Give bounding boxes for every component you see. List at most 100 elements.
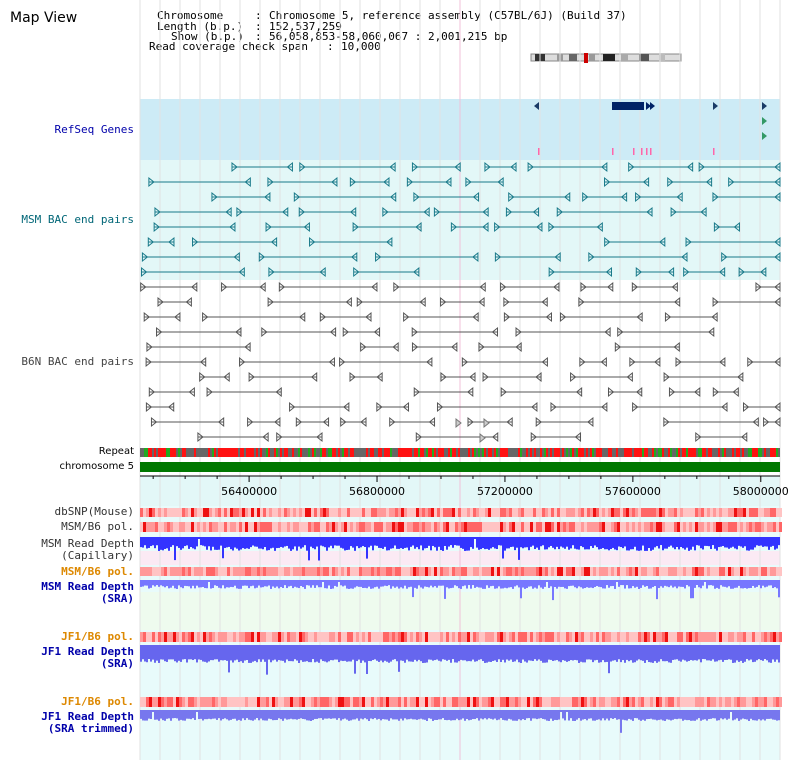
track-label-msm-read-depth-sra: MSM Read Depth (SRA): [41, 581, 134, 605]
repeat-segment: [762, 448, 764, 457]
msm-sra-depth-bar: [490, 580, 492, 587]
repeat-segment: [370, 448, 372, 457]
repeat-segment: [732, 448, 734, 457]
jf1-b6-pol2-heat: [284, 697, 287, 707]
jf1-b6-pol-heat: [344, 632, 347, 642]
msm-capillary-depth-bar: [622, 537, 624, 549]
jf1-b6-pol-heat: [485, 632, 488, 642]
b6n-bac-pair-end: [606, 281, 614, 293]
msm-capillary-depth-bar: [382, 537, 384, 549]
msm-b6-pol-heat: [572, 522, 575, 532]
msm-capillary-depth-bar: [718, 537, 720, 548]
msm-sra-depth-bar: [218, 580, 220, 588]
b6n-bac-pair-end: [403, 311, 410, 323]
msm-sra-depth-bar: [732, 580, 734, 589]
msm-b6-pol2-heat: [524, 567, 527, 576]
msm-b6-pol2-heat: [659, 567, 662, 576]
jf1-sra-depth-bar: [734, 645, 736, 663]
repeat-segment: [330, 448, 332, 457]
b6n-bac-pair-end: [298, 311, 306, 323]
b6n-bac-pair-end: [289, 401, 296, 413]
msm-sra-depth-bar: [740, 580, 742, 589]
repeat-segment: [512, 448, 514, 457]
msm-capillary-depth-bar: [454, 537, 456, 546]
msm-b6-pol2-heat: [590, 567, 593, 576]
jf1-trimmed-depth-bar: [462, 710, 464, 719]
jf1-b6-pol-heat: [242, 632, 245, 642]
msm-bac-pair-end: [705, 176, 713, 188]
msm-sra-depth-bar: [408, 580, 410, 588]
jf1-trimmed-depth-bar: [620, 710, 622, 733]
dbsnp-heat: [494, 508, 497, 517]
jf1-sra-depth-bar: [680, 645, 682, 662]
jf1-sra-depth-bar: [568, 645, 570, 662]
repeat-segment: [224, 448, 226, 457]
repeat-segment: [182, 448, 184, 457]
jf1-sra-depth-bar: [502, 645, 504, 660]
jf1-sra-depth-bar: [318, 645, 320, 663]
dbsnp-heat: [389, 508, 392, 517]
msm-sra-depth-bar: [156, 580, 158, 586]
jf1-trimmed-depth-bar: [708, 710, 710, 720]
jf1-trimmed-depth-bar: [696, 710, 698, 720]
dbsnp-heat: [257, 508, 260, 517]
jf1-sra-depth-bar: [422, 645, 424, 663]
msm-capillary-depth-bar: [276, 537, 278, 549]
msm-capillary-depth-bar: [196, 537, 198, 547]
jf1-sra-depth-bar: [374, 645, 376, 660]
repeat-segment: [442, 448, 444, 457]
msm-bac-pair-end: [510, 161, 517, 173]
repeat-segment: [254, 448, 256, 457]
msm-b6-pol-heat: [155, 522, 158, 532]
msm-sra-depth-bar: [474, 580, 476, 588]
jf1-trimmed-depth-bar: [142, 710, 144, 721]
msm-capillary-depth-bar: [172, 537, 174, 546]
jf1-sra-depth-bar: [460, 645, 462, 660]
dbsnp-heat: [449, 508, 452, 517]
jf1-b6-pol-heat: [548, 632, 551, 642]
dbsnp-heat: [167, 508, 170, 517]
jf1-sra-depth-bar: [304, 645, 306, 662]
msm-capillary-depth-bar: [514, 537, 516, 551]
repeat-segment: [170, 448, 172, 457]
jf1-b6-pol-heat: [623, 632, 626, 642]
jf1-trimmed-depth-bar: [212, 710, 214, 719]
msm-capillary-depth-bar: [620, 537, 622, 548]
msm-capillary-depth-bar: [218, 537, 220, 550]
jf1-trimmed-depth-bar: [286, 710, 288, 720]
msm-capillary-depth-bar: [738, 537, 740, 546]
jf1-b6-pol2-heat: [755, 697, 758, 707]
jf1-b6-pol2-heat: [773, 697, 776, 707]
msm-b6-pol2-heat: [245, 567, 248, 576]
jf1-b6-pol2-heat: [344, 697, 347, 707]
msm-capillary-depth-bar: [626, 537, 628, 551]
repeat-segment: [450, 448, 452, 457]
repeat-segment: [592, 448, 594, 457]
msm-capillary-depth-bar: [710, 537, 712, 550]
dbsnp-heat: [749, 508, 752, 517]
msm-capillary-depth-bar: [170, 537, 172, 547]
jf1-b6-pol2-heat: [683, 697, 686, 707]
jf1-sra-depth-bar: [140, 645, 142, 662]
jf1-sra-depth-bar: [446, 645, 448, 661]
dbsnp-heat: [728, 508, 731, 517]
jf1-b6-pol2-heat: [620, 697, 623, 707]
msm-sra-depth-bar: [526, 580, 528, 589]
jf1-b6-pol2-heat: [779, 697, 782, 707]
msm-b6-pol-heat: [617, 522, 620, 532]
dbsnp-heat: [626, 508, 629, 517]
jf1-trimmed-depth-bar: [140, 710, 142, 719]
msm-capillary-depth-bar: [492, 537, 494, 548]
jf1-trimmed-depth-bar: [278, 710, 280, 719]
jf1-trimmed-depth-bar: [574, 710, 576, 721]
jf1-b6-pol2-heat: [752, 697, 755, 707]
msm-bac-pair-end: [774, 161, 781, 173]
jf1-sra-depth-bar: [310, 645, 312, 663]
jf1-b6-pol2-heat: [578, 697, 581, 707]
msm-b6-pol2-heat: [191, 567, 194, 576]
msm-b6-pol-heat: [677, 522, 680, 532]
jf1-trimmed-depth-bar: [646, 710, 648, 720]
msm-b6-pol-heat: [374, 522, 377, 532]
jf1-sra-depth-bar: [506, 645, 508, 660]
